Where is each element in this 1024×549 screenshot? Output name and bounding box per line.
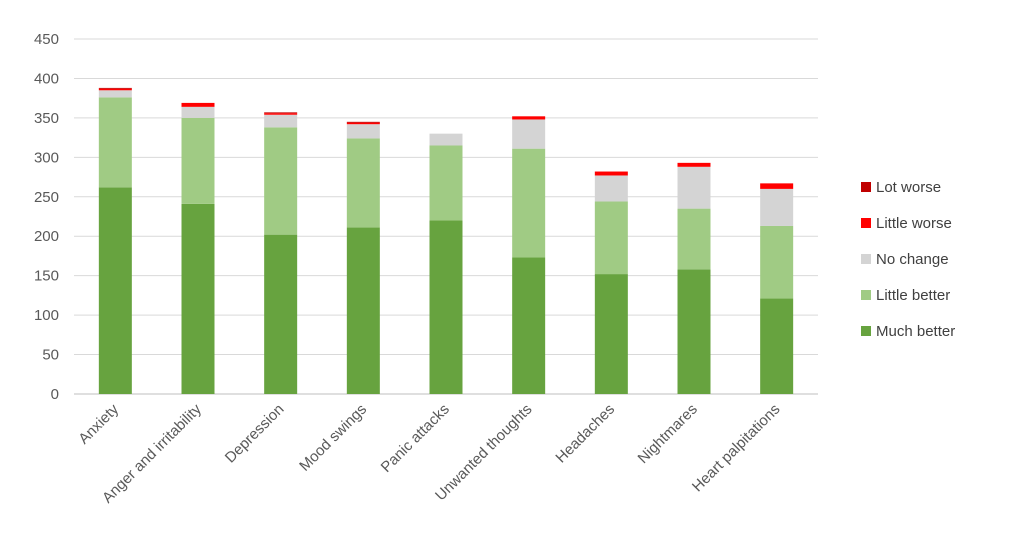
bar-segment-no-change <box>760 188 794 226</box>
y-tick-label: 0 <box>51 386 59 403</box>
legend-swatch <box>861 290 871 300</box>
y-tick-label: 150 <box>34 268 59 285</box>
bars <box>98 87 794 394</box>
bar-segment-little-better <box>98 97 132 188</box>
bar-segment-much-better <box>760 298 794 394</box>
bar-segment-no-change <box>429 133 463 146</box>
x-tick-label: Nightmares <box>635 401 701 467</box>
bar-segment-no-change <box>264 114 298 128</box>
bar-segment-little-better <box>677 208 711 270</box>
bar-segment-little-better <box>181 117 215 204</box>
bar-segment-little-worse <box>512 116 546 120</box>
bar-segment-much-better <box>594 274 628 394</box>
y-tick-label: 200 <box>34 228 59 245</box>
bar-segment-little-worse <box>181 102 215 107</box>
legend-label: Lot worse <box>876 179 941 196</box>
bar-segment-much-better <box>181 203 215 394</box>
bar-segment-much-better <box>677 269 711 394</box>
bar-segment-no-change <box>512 119 546 149</box>
bar-segment-much-better <box>264 234 298 394</box>
bar-segment-little-better <box>512 148 546 258</box>
x-tick-label: Mood swings <box>296 401 370 475</box>
bar-segment-little-better <box>594 201 628 275</box>
y-axis: 0 50 100 150 200 250 300 350 400 450 <box>34 31 59 403</box>
bar-segment-much-better <box>429 220 463 394</box>
legend-label: Little worse <box>876 215 952 232</box>
legend-swatch <box>861 326 871 336</box>
bar-segment-lot-worse <box>346 121 380 123</box>
bar-segment-much-better <box>512 257 546 394</box>
x-tick-label: Heart palpitations <box>689 401 784 496</box>
legend-label: Little better <box>876 287 950 304</box>
bar-segment-little-worse <box>346 122 380 125</box>
bar-segment-no-change <box>677 166 711 209</box>
y-tick-label: 300 <box>34 149 59 166</box>
bar-segment-no-change <box>181 106 215 118</box>
bar-segment-no-change <box>98 90 132 98</box>
x-tick-label: Anxiety <box>75 400 122 447</box>
bar-segment-much-better <box>346 227 380 394</box>
y-tick-label: 50 <box>42 347 59 364</box>
bar-segment-little-better <box>760 225 794 299</box>
bar-segment-little-worse <box>98 88 132 91</box>
y-tick-label: 100 <box>34 307 59 324</box>
bar-segment-lot-worse <box>98 87 132 89</box>
bar-segment-no-change <box>594 175 628 202</box>
bar-segment-little-better <box>346 138 380 228</box>
x-tick-label: Depression <box>222 401 288 467</box>
bar-segment-little-better <box>429 145 463 221</box>
x-tick-label: Panic attacks <box>378 401 453 476</box>
y-tick-label: 400 <box>34 70 59 87</box>
bar-segment-little-worse <box>760 183 794 189</box>
y-tick-label: 250 <box>34 189 59 206</box>
bar-segment-no-change <box>346 124 380 139</box>
bar-segment-lot-worse <box>264 112 298 114</box>
bar-segment-little-worse <box>677 162 711 167</box>
bar-segment-much-better <box>98 187 132 394</box>
legend-label: Much better <box>876 323 955 340</box>
bar-segment-little-worse <box>264 113 298 115</box>
y-tick-label: 350 <box>34 110 59 127</box>
legend-label: No change <box>876 251 949 268</box>
legend-swatch <box>861 182 871 192</box>
x-tick-label: Headaches <box>552 401 618 467</box>
y-tick-label: 450 <box>34 31 59 48</box>
bar-segment-little-better <box>264 127 298 235</box>
bar-segment-little-worse <box>594 171 628 176</box>
legend-swatch <box>861 218 871 228</box>
legend-swatch <box>861 254 871 264</box>
legend: Lot worse Little worse No change Little bet… <box>861 179 955 340</box>
